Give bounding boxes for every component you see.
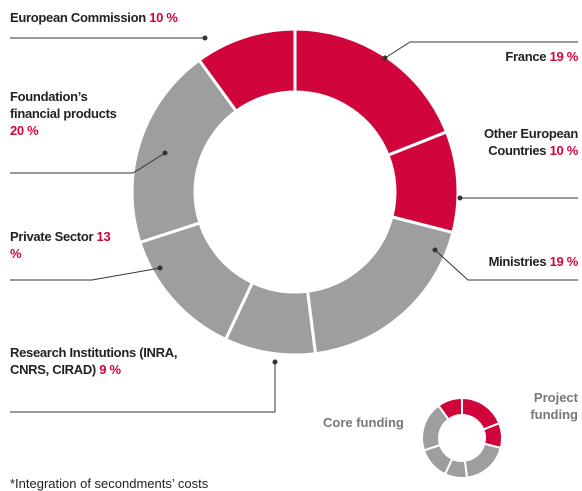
category-name: Ministries: [488, 254, 547, 269]
mini-donut-segment: [463, 442, 502, 479]
legend-label: Core funding: [323, 415, 404, 430]
value-label: 19 %: [549, 254, 579, 269]
value-label: 10 %: [549, 143, 579, 158]
value-label: 20 %: [10, 123, 39, 138]
leader-line: [10, 267, 161, 281]
value-label: 19 %: [549, 49, 579, 64]
slice-label: Foundation’s financial products 20 %: [10, 88, 120, 139]
donut-segment: [305, 215, 455, 356]
category-name: France: [505, 49, 547, 64]
category-name: Other European Countries: [483, 126, 578, 158]
leader-line: [10, 152, 166, 174]
value-label: 9 %: [99, 362, 121, 377]
leader-dot: [457, 195, 463, 201]
donut-segment: [197, 27, 297, 114]
slice-label: Other European Countries 10 %: [448, 125, 578, 159]
leader-dot: [202, 35, 208, 41]
category-name: European Commission: [10, 10, 146, 25]
category-name: Research Institutions (INRA, CNRS, CIRAD…: [10, 345, 178, 377]
slice-label: European Commission 10 %: [10, 9, 178, 26]
leader-dot: [432, 247, 438, 253]
mini-donut-segment: [437, 396, 463, 421]
slice-label: France 19 %: [505, 48, 578, 65]
leader-dot: [272, 359, 278, 365]
value-label: 10 %: [149, 10, 178, 25]
category-name: Private Sector: [10, 229, 94, 244]
legend-label: Project funding: [530, 390, 578, 422]
leader-dot: [157, 265, 163, 271]
slice-label: Research Institutions (INRA, CNRS, CIRAD…: [10, 344, 200, 378]
category-name: Foundation’s financial products: [10, 89, 117, 121]
leader-dot: [162, 150, 168, 156]
footnote: *Integration of secondments’ costs: [10, 476, 209, 491]
slice-label: Ministries 19 %: [488, 253, 579, 270]
value-label: 13 %: [10, 229, 111, 261]
leader-line: [384, 41, 578, 59]
leader-line: [434, 249, 578, 281]
donut-segment: [293, 27, 449, 158]
leader-dot: [382, 55, 388, 61]
leader-line: [10, 362, 276, 413]
slice-label: Private Sector 13 %: [10, 228, 120, 262]
